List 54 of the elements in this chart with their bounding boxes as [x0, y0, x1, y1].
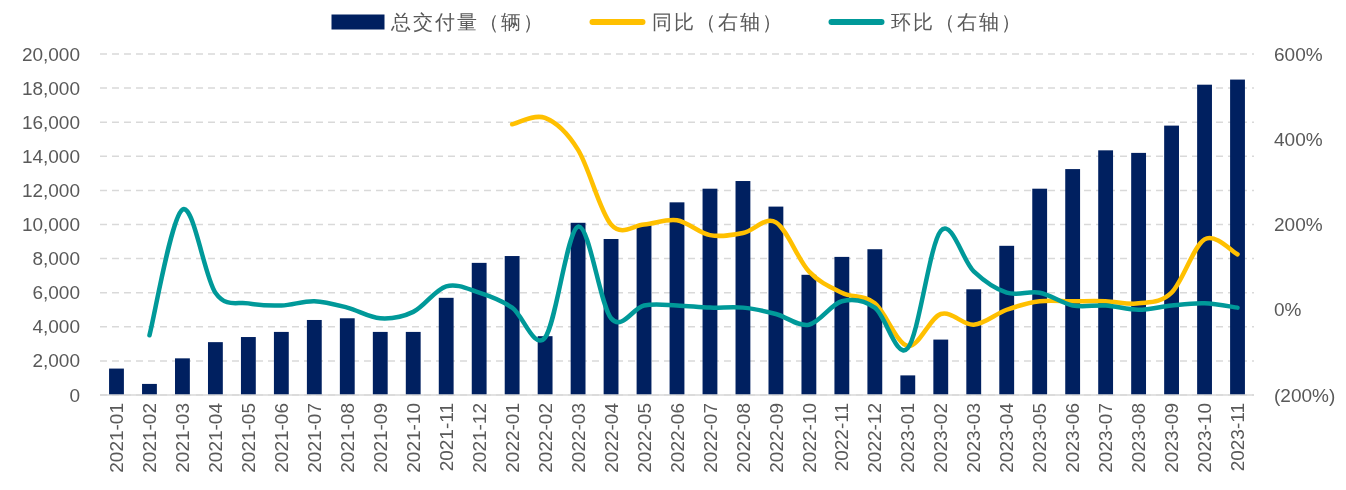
- x-tick-label: 2022-04: [600, 402, 622, 473]
- y2-tick-label: (200%): [1274, 384, 1336, 406]
- x-tick-label: 2023-02: [930, 403, 952, 473]
- x-tick-label: 2021-01: [106, 403, 128, 473]
- y-tick-label: 16,000: [21, 111, 80, 133]
- y-tick-label: 14,000: [21, 145, 80, 167]
- x-tick-label: 2023-03: [963, 403, 985, 473]
- x-tick-label: 2022-09: [765, 403, 787, 473]
- x-tick-label: 2021-11: [435, 403, 457, 472]
- x-tick-label: 2023-09: [1161, 403, 1183, 473]
- legend-label: 同比（右轴）: [651, 11, 784, 33]
- y2-tick-label: 400%: [1274, 128, 1323, 150]
- x-tick-label: 2021-04: [205, 402, 227, 473]
- x-tick-label: 2021-09: [369, 403, 391, 473]
- x-tick-label: 2021-06: [270, 403, 292, 473]
- x-tick-label: 2022-03: [567, 403, 589, 473]
- y-tick-label: 12,000: [21, 179, 80, 201]
- y-tick-label: 18,000: [21, 77, 80, 99]
- x-tick-label: 2021-03: [172, 403, 194, 473]
- y-tick-label: 4,000: [32, 316, 80, 338]
- x-tick-label: 2022-08: [732, 403, 754, 473]
- x-tick-label: 2021-02: [139, 403, 161, 473]
- x-tick-label: 2022-12: [864, 403, 886, 473]
- x-tick-label: 2021-05: [238, 403, 260, 473]
- x-tick-label: 2022-10: [798, 403, 820, 473]
- y-tick-label: 6,000: [32, 282, 80, 304]
- x-tick-label: 2023-07: [1095, 403, 1117, 473]
- x-tick-label: 2021-07: [303, 403, 325, 473]
- x-tick-label: 2021-10: [402, 403, 424, 473]
- x-tick-label: 2023-10: [1194, 403, 1216, 473]
- y-tick-label: 2,000: [32, 350, 80, 372]
- x-tick-label: 2022-02: [534, 403, 556, 473]
- x-tick-label: 2022-05: [633, 403, 655, 473]
- x-tick-label: 2023-06: [1062, 403, 1084, 473]
- legend-label: 环比（右轴）: [890, 11, 1023, 33]
- y-tick-label: 0: [69, 384, 80, 406]
- x-tick-label: 2023-11: [1227, 403, 1249, 472]
- x-tick-label: 2023-08: [1128, 403, 1150, 473]
- x-tick-label: 2022-01: [501, 403, 523, 473]
- x-tick-label: 2023-04: [996, 402, 1018, 473]
- y-tick-label: 10,000: [21, 214, 80, 235]
- x-tick-label: 2023-05: [1029, 403, 1051, 473]
- y2-tick-label: 200%: [1274, 214, 1323, 235]
- y-tick-label: 20,000: [21, 43, 80, 65]
- x-tick-label: 2022-07: [699, 403, 721, 473]
- y2-tick-label: 600%: [1274, 43, 1323, 65]
- y-tick-label: 8,000: [32, 248, 80, 270]
- x-tick-label: 2022-11: [831, 403, 853, 472]
- x-tick-label: 2021-12: [468, 403, 490, 473]
- y2-tick-label: 0%: [1274, 299, 1302, 321]
- x-tick-label: 2023-01: [897, 403, 919, 473]
- legend-label: 总交付量（辆）: [389, 11, 545, 33]
- x-tick-label: 2021-08: [336, 403, 358, 473]
- x-tick-label: 2022-06: [666, 403, 688, 473]
